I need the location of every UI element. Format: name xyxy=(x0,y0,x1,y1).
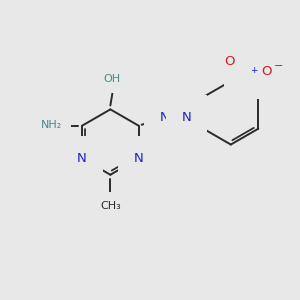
Text: CH₃: CH₃ xyxy=(100,200,121,211)
Text: O: O xyxy=(261,65,272,78)
Text: N: N xyxy=(134,152,144,165)
Text: N: N xyxy=(182,111,191,124)
Text: O: O xyxy=(225,55,235,68)
Text: OH: OH xyxy=(104,74,121,84)
Text: +: + xyxy=(250,66,257,75)
Text: −: − xyxy=(273,61,283,71)
Text: N: N xyxy=(77,152,87,165)
Text: NH₂: NH₂ xyxy=(41,120,62,130)
Text: N: N xyxy=(160,111,169,124)
Text: N: N xyxy=(240,70,250,83)
